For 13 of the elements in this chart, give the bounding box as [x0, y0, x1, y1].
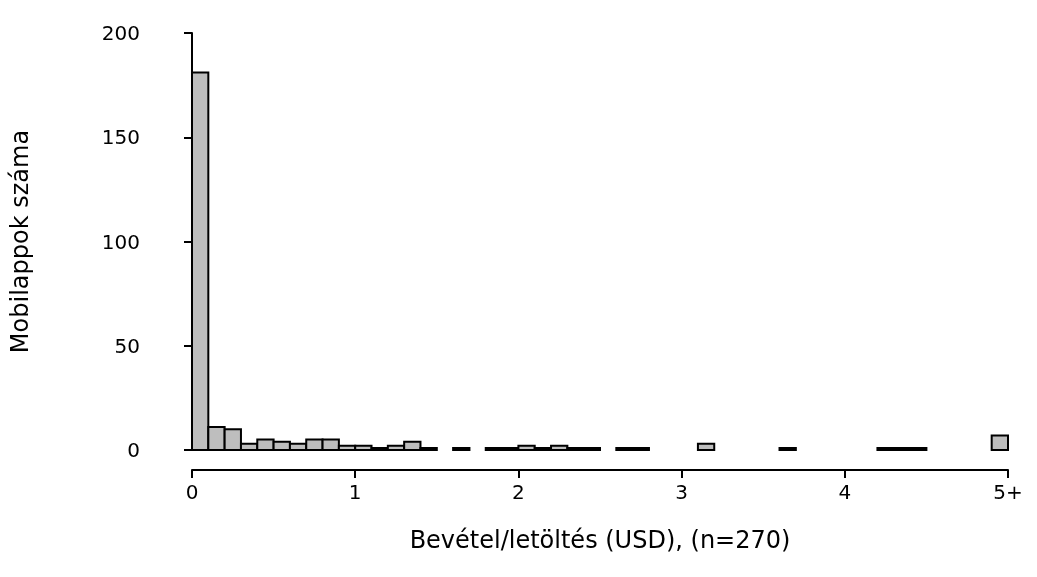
- x-tick-label: 4: [838, 480, 852, 504]
- y-tick-label: 150: [101, 125, 140, 150]
- x-tick-label: 1: [348, 480, 362, 504]
- x-axis-title: Bevétel/letöltés (USD), (n=270): [409, 526, 791, 554]
- x-tick-label: 5+: [993, 480, 1023, 504]
- y-tick-label: 100: [101, 229, 140, 254]
- y-tick-label: 50: [114, 333, 140, 358]
- x-tick-label: 0: [185, 480, 199, 504]
- y-tick-label: 0: [127, 438, 140, 462]
- x-tick-label: 3: [675, 480, 688, 504]
- x-tick-label: 2: [512, 480, 525, 504]
- y-axis-title: Mobilappok száma: [6, 129, 34, 354]
- y-tick-label: 200: [101, 21, 140, 45]
